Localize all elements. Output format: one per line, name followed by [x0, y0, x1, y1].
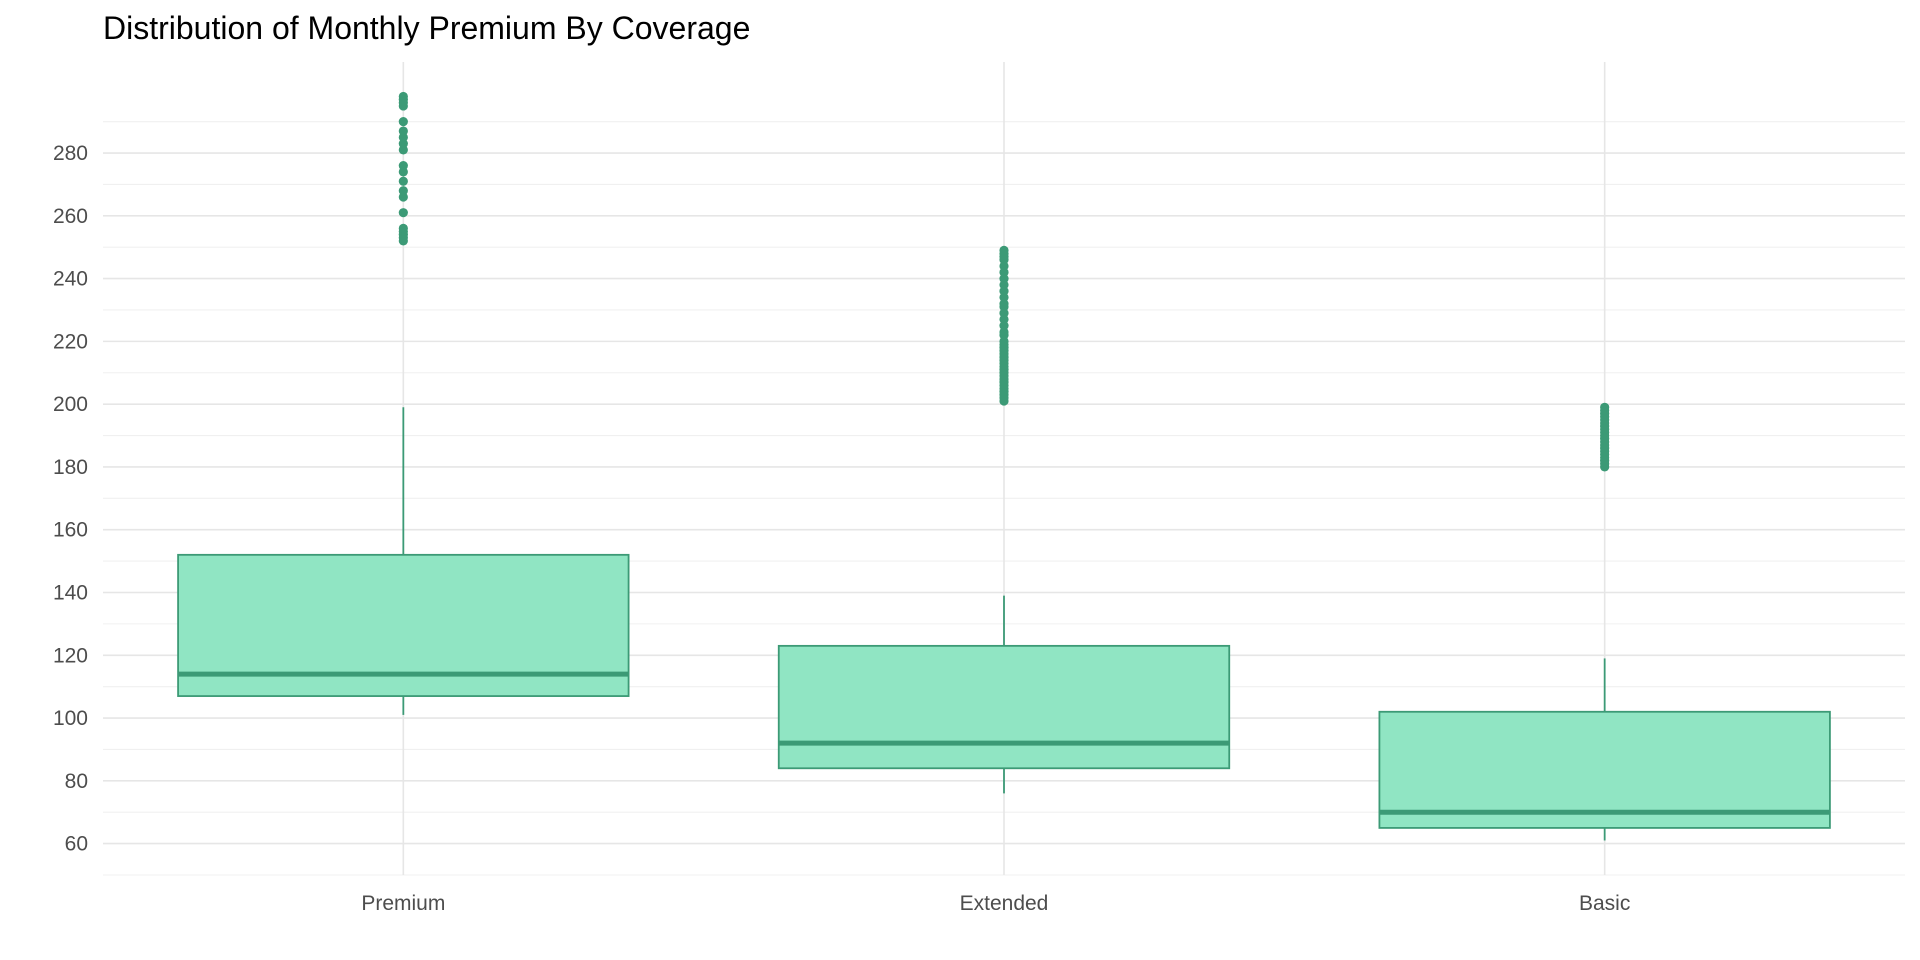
iqr-box	[777, 644, 1231, 770]
outlier-point	[999, 245, 1009, 255]
outlier-point	[398, 126, 408, 136]
y-tick-label: 240	[53, 268, 88, 291]
box-series	[177, 91, 1831, 841]
outlier-point	[1600, 402, 1610, 412]
iqr-box	[1378, 710, 1831, 829]
y-tick-label: 200	[53, 393, 88, 416]
outlier-point	[398, 91, 408, 102]
outlier-point	[398, 117, 408, 127]
x-axis: Premium Extended Basic	[361, 892, 1630, 915]
y-axis: 60 80 100 120 140 160 180 200 220 240 260 280	[53, 142, 88, 856]
y-tick-label: 60	[65, 833, 88, 856]
box-premium	[177, 91, 630, 715]
x-tick-label-premium: Premium	[361, 892, 445, 915]
outlier-point	[398, 176, 408, 186]
y-tick-label: 220	[53, 330, 88, 353]
box-basic	[1378, 402, 1831, 841]
y-tick-label: 100	[53, 707, 88, 730]
x-tick-label-extended: Extended	[960, 892, 1049, 915]
y-tick-label: 80	[65, 770, 88, 793]
y-tick-label: 160	[53, 519, 88, 542]
y-tick-label: 260	[53, 205, 88, 228]
outlier-point	[398, 208, 408, 218]
y-tick-label: 120	[53, 644, 88, 667]
y-tick-label: 180	[53, 456, 88, 479]
outlier-point	[398, 223, 408, 233]
outlier-point	[398, 186, 408, 196]
box-extended	[777, 245, 1231, 794]
y-tick-label: 280	[53, 142, 88, 165]
chart-title: Distribution of Monthly Premium By Cover…	[103, 10, 750, 46]
x-tick-label-basic: Basic	[1579, 892, 1630, 915]
y-tick-label: 140	[53, 581, 88, 604]
outlier-point	[398, 160, 408, 171]
